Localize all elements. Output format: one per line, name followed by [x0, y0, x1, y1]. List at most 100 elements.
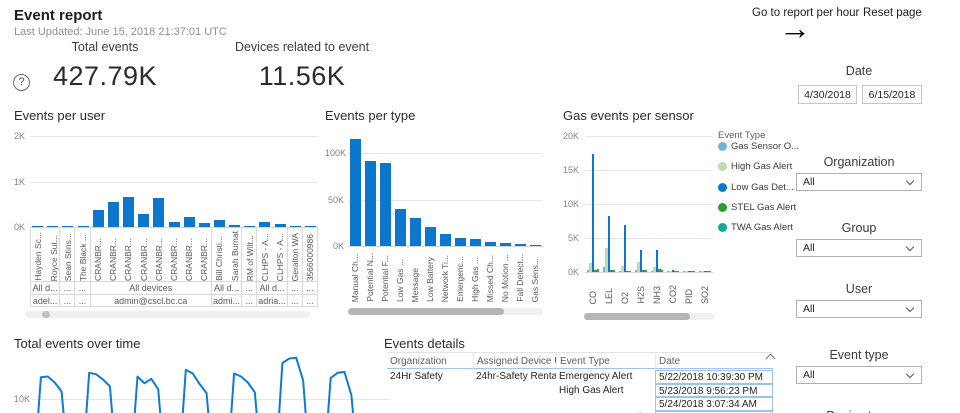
- bar[interactable]: [682, 271, 686, 272]
- bar[interactable]: [107, 201, 119, 227]
- bar[interactable]: [698, 271, 702, 272]
- bar[interactable]: [653, 266, 656, 272]
- bar[interactable]: [470, 238, 481, 246]
- legend-item[interactable]: Low Gas Det...: [718, 182, 794, 193]
- date-start-input[interactable]: [798, 85, 857, 104]
- bar[interactable]: [425, 227, 436, 246]
- events-per-type-chart: Events per type 100K 50K 0K Manual Ch... Pot…: [325, 108, 545, 320]
- bar[interactable]: [304, 225, 316, 227]
- bar[interactable]: [213, 220, 225, 227]
- bar[interactable]: [687, 270, 691, 272]
- bar[interactable]: [515, 244, 526, 246]
- slicer-dropdown-event-type[interactable]: All: [796, 366, 922, 384]
- bar[interactable]: [660, 269, 664, 272]
- bar[interactable]: [244, 225, 256, 227]
- bar[interactable]: [138, 213, 150, 227]
- scrollbar-thumb[interactable]: [348, 308, 504, 315]
- reset-page-link[interactable]: Reset page: [863, 7, 922, 19]
- slicer-dropdown-user[interactable]: All: [796, 300, 922, 318]
- bar[interactable]: [410, 218, 421, 246]
- bar[interactable]: [289, 225, 301, 227]
- scrollbar-thumb[interactable]: [584, 313, 690, 320]
- bar[interactable]: [610, 269, 613, 272]
- bar[interactable]: [596, 268, 600, 272]
- bar[interactable]: [395, 208, 406, 246]
- legend-item[interactable]: STEL Gas Alert: [718, 202, 796, 213]
- bar[interactable]: [602, 267, 606, 272]
- bar[interactable]: [594, 269, 597, 272]
- bar[interactable]: [623, 225, 627, 272]
- bar[interactable]: [708, 271, 712, 272]
- bar[interactable]: [259, 222, 271, 227]
- bar[interactable]: [183, 216, 195, 227]
- bar[interactable]: [674, 271, 677, 272]
- bar[interactable]: [530, 244, 541, 246]
- bar[interactable]: [685, 271, 688, 272]
- bar[interactable]: [455, 237, 466, 246]
- kpi-devices-label: Devices related to event: [234, 40, 370, 54]
- bar[interactable]: [692, 271, 696, 272]
- bar[interactable]: [589, 263, 592, 272]
- legend-item[interactable]: Gas Sensor O...: [718, 141, 799, 152]
- bar[interactable]: [586, 269, 590, 272]
- bar[interactable]: [500, 242, 511, 246]
- bar[interactable]: [655, 249, 659, 272]
- legend-item[interactable]: High Gas Alert: [718, 161, 792, 172]
- bar[interactable]: [92, 209, 104, 227]
- bar[interactable]: [440, 233, 451, 246]
- bar[interactable]: [637, 262, 640, 272]
- scrollbar-thumb[interactable]: [42, 311, 50, 318]
- bar[interactable]: [168, 221, 180, 227]
- bar[interactable]: [77, 225, 89, 227]
- bar[interactable]: [642, 269, 645, 272]
- bar[interactable]: [605, 247, 608, 272]
- bar[interactable]: [47, 225, 59, 227]
- column-header-assigned-device-user[interactable]: Assigned Device User: [473, 352, 556, 369]
- bar[interactable]: [153, 197, 165, 227]
- bar[interactable]: [703, 270, 707, 272]
- x-axis-label-text: CLHPS - A...: [259, 232, 270, 281]
- bar[interactable]: [62, 225, 74, 227]
- bar[interactable]: [634, 269, 638, 272]
- help-icon[interactable]: ?: [13, 74, 30, 91]
- bar[interactable]: [666, 271, 670, 272]
- bar[interactable]: [365, 161, 376, 246]
- slicer-dropdown-organization[interactable]: All: [796, 173, 922, 191]
- bar[interactable]: [591, 153, 595, 272]
- column-header-date[interactable]: Date: [655, 352, 773, 369]
- date-end-input[interactable]: [862, 85, 922, 104]
- column-header-organization[interactable]: Organization: [387, 352, 473, 369]
- bar[interactable]: [123, 196, 135, 227]
- bar[interactable]: [639, 249, 643, 272]
- slicer-dropdown-group[interactable]: All: [796, 239, 922, 257]
- column-header-event-type[interactable]: Event Type: [556, 352, 655, 369]
- bar[interactable]: [229, 224, 241, 227]
- bar[interactable]: [671, 269, 675, 272]
- bar[interactable]: [626, 270, 629, 272]
- user-email-label: adria...: [257, 294, 287, 307]
- legend-item[interactable]: TWA Gas Alert: [718, 222, 793, 233]
- bar[interactable]: [380, 163, 391, 246]
- bar[interactable]: [485, 242, 496, 246]
- bar[interactable]: [198, 223, 210, 227]
- bar[interactable]: [350, 139, 361, 246]
- bar[interactable]: [690, 271, 693, 272]
- bar[interactable]: [676, 271, 680, 272]
- bar[interactable]: [650, 270, 654, 272]
- bar[interactable]: [706, 271, 709, 272]
- bar[interactable]: [621, 265, 624, 272]
- bar[interactable]: [644, 269, 648, 272]
- arrow-right-icon[interactable]: →: [779, 10, 811, 46]
- bar[interactable]: [701, 270, 704, 272]
- bar[interactable]: [612, 269, 616, 272]
- horizontal-scrollbar[interactable]: [25, 311, 310, 318]
- bar[interactable]: [607, 216, 611, 272]
- bar[interactable]: [618, 270, 622, 272]
- bar[interactable]: [628, 270, 632, 272]
- bar[interactable]: [658, 269, 661, 272]
- bar[interactable]: [669, 270, 672, 272]
- events-per-user-title: Events per user: [14, 108, 106, 123]
- bar[interactable]: [274, 223, 286, 227]
- bar[interactable]: [32, 225, 44, 227]
- go-to-report-per-hour-link[interactable]: Go to report per hour: [752, 7, 860, 19]
